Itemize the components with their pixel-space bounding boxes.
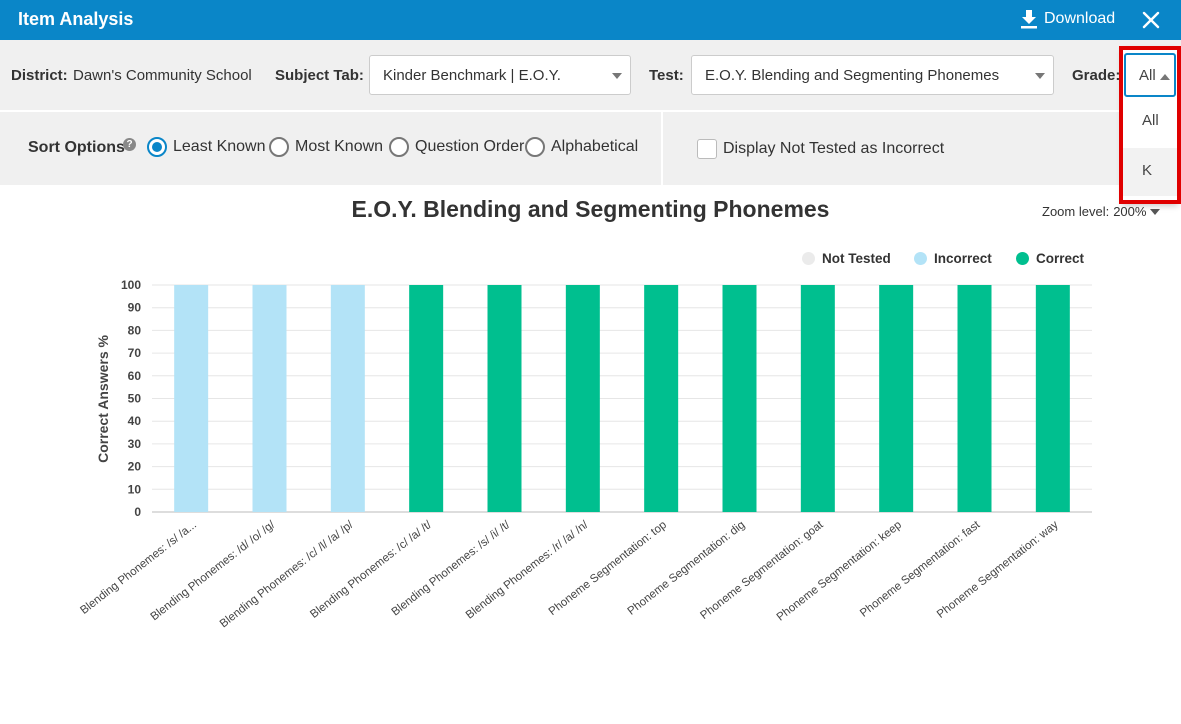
legend-correct[interactable]: Correct (1016, 251, 1084, 266)
y-tick-label: 30 (128, 437, 142, 451)
sort-options-label: Sort Options (28, 139, 125, 156)
radio-label-least-known[interactable]: Least Known (173, 138, 266, 155)
grade-option-label: K (1142, 162, 1153, 179)
grade-option-all[interactable]: All (1122, 98, 1178, 146)
grade-option-k[interactable]: K (1122, 148, 1178, 196)
y-tick-label: 90 (128, 301, 142, 315)
close-icon (1142, 11, 1160, 29)
display-not-tested-checkbox[interactable] (697, 139, 717, 159)
zoom-value: 200% (1113, 204, 1147, 219)
subject-tab-value: Kinder Benchmark | E.O.Y. (383, 67, 561, 84)
legend-label: Not Tested (822, 251, 891, 266)
y-tick-label: 100 (121, 278, 141, 292)
display-not-tested-label[interactable]: Display Not Tested as Incorrect (723, 140, 945, 157)
x-tick-label: Blending Phonemes: /c/ /l/ /a/ /p/ (218, 518, 356, 630)
radio-most-known[interactable] (269, 137, 289, 157)
close-button[interactable] (1140, 6, 1162, 34)
grade-value: All (1139, 67, 1156, 84)
x-tick-label: Phoneme Segmentation: keep (775, 519, 904, 624)
bar-incorrect[interactable] (252, 285, 287, 512)
divider (0, 110, 1181, 112)
test-value: E.O.Y. Blending and Segmenting Phonemes (705, 67, 1000, 84)
bar-correct[interactable] (722, 285, 757, 512)
window-title: Item Analysis (18, 9, 134, 29)
legend-not-tested[interactable]: Not Tested (802, 251, 891, 266)
bar-correct[interactable] (409, 285, 444, 512)
chevron-down-icon (612, 73, 622, 79)
bar-correct[interactable] (879, 285, 914, 512)
radio-alphabetical[interactable] (525, 137, 545, 157)
x-tick-label: Blending Phonemes: /r/ /a/ /n/ (464, 518, 591, 621)
legend-label: Incorrect (934, 251, 992, 266)
radio-question-order[interactable] (389, 137, 409, 157)
bar-correct[interactable] (565, 285, 600, 512)
radio-label-alphabetical[interactable]: Alphabetical (551, 138, 639, 155)
bar-correct[interactable] (644, 285, 679, 512)
y-tick-label: 20 (128, 460, 142, 474)
subject-tab-select[interactable]: Kinder Benchmark | E.O.Y. (369, 55, 631, 95)
y-tick-label: 60 (128, 369, 142, 383)
grade-select[interactable]: All (1124, 53, 1176, 97)
y-axis-title: Correct Answers % (95, 335, 111, 463)
bar-correct[interactable] (800, 285, 835, 512)
x-tick-label: Phoneme Segmentation: goat (698, 518, 826, 622)
title-bar: Item Analysis Download (0, 0, 1181, 40)
y-tick-label: 50 (128, 392, 142, 406)
sort-bar (0, 112, 1181, 185)
test-label: Test: (649, 67, 684, 84)
legend-incorrect[interactable]: Incorrect (914, 251, 992, 266)
test-select[interactable]: E.O.Y. Blending and Segmenting Phonemes (691, 55, 1054, 95)
bar-correct[interactable] (1035, 285, 1070, 512)
y-tick-label: 10 (128, 482, 142, 496)
grade-label: Grade: (1072, 67, 1121, 84)
district-value: Dawn's Community School (73, 67, 252, 84)
y-tick-label: 40 (128, 414, 142, 428)
x-tick-label: Blending Phonemes: /c/ /a/ /t/ (308, 518, 434, 620)
legend-marker (802, 252, 815, 265)
download-label: Download (1044, 10, 1116, 27)
help-icon[interactable]: ? (123, 138, 136, 151)
bar-incorrect[interactable] (174, 285, 209, 512)
download-icon (1021, 10, 1037, 29)
legend-label: Correct (1036, 251, 1085, 266)
chart-title: E.O.Y. Blending and Segmenting Phonemes (351, 196, 830, 222)
bar-correct[interactable] (487, 285, 522, 512)
grade-option-label: All (1142, 112, 1159, 129)
district-label: District: (11, 67, 68, 84)
zoom-label: Zoom level: (1042, 204, 1110, 219)
y-tick-label: 80 (128, 323, 142, 337)
download-button[interactable]: Download (1020, 9, 1115, 29)
legend-marker (914, 252, 927, 265)
y-tick-label: 0 (134, 505, 141, 519)
x-tick-label: Phoneme Segmentation: way (935, 519, 1061, 621)
chevron-up-icon (1160, 74, 1170, 80)
radio-label-most-known[interactable]: Most Known (295, 138, 384, 155)
divider (661, 112, 663, 185)
radio-label-question-order[interactable]: Question Order (415, 138, 525, 155)
radio-least-known[interactable] (147, 137, 167, 157)
x-tick-label: Blending Phonemes: /d/ /o/ /g/ (149, 518, 278, 623)
y-tick-label: 70 (128, 346, 142, 360)
subject-tab-label: Subject Tab: (275, 67, 364, 84)
chevron-down-icon (1150, 208, 1161, 215)
bar-incorrect[interactable] (330, 285, 365, 512)
zoom-select[interactable]: Zoom level: 200% (1042, 204, 1161, 219)
legend-marker (1016, 252, 1029, 265)
chevron-down-icon (1035, 73, 1045, 79)
bar-correct[interactable] (957, 285, 992, 512)
